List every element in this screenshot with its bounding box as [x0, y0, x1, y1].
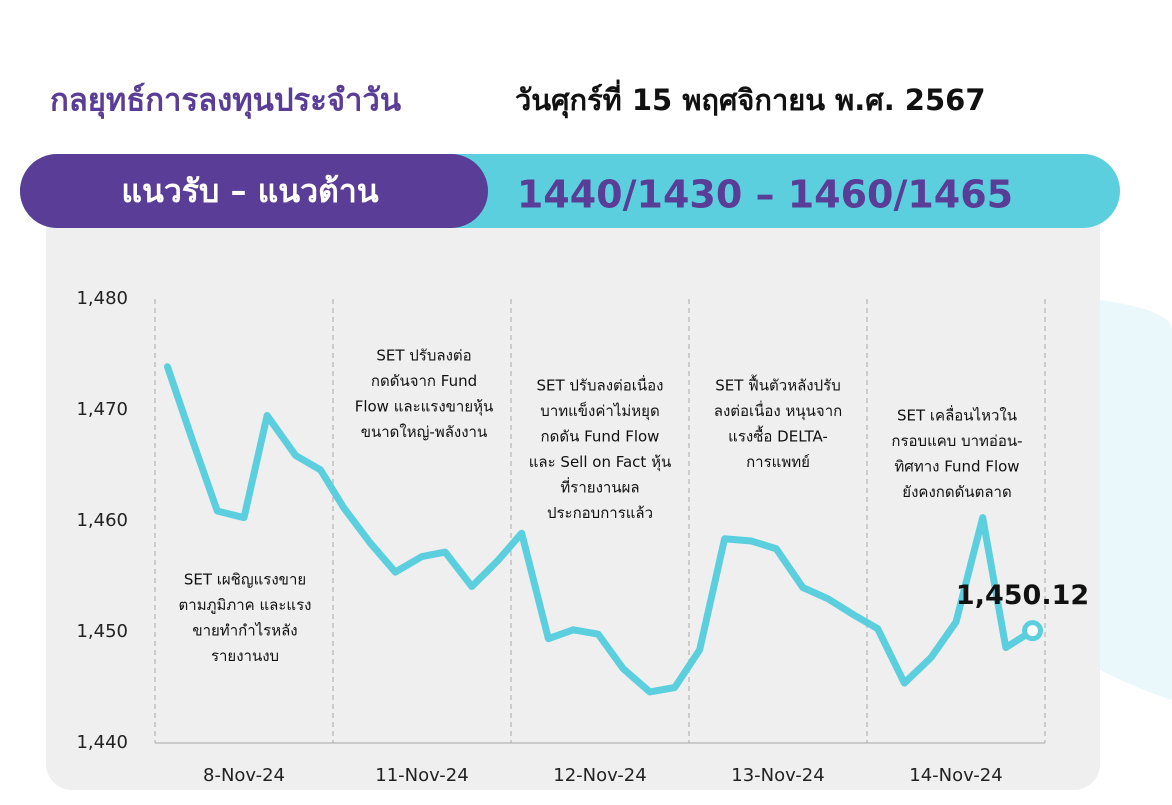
decor — [1100, 300, 1172, 700]
annotation: และ Sell on Fact หุ้น — [529, 453, 671, 472]
value-label: 1,450.12 — [956, 580, 1089, 611]
series-line — [163, 363, 1037, 696]
x-tick-label: 8-Nov-24 — [203, 765, 285, 786]
annotation: ที่รายงานผล — [560, 477, 639, 497]
panel — [46, 200, 1100, 790]
annotation: SET ฟื้นตัวหลังปรับ — [715, 375, 840, 395]
annotation: การแพทย์ — [746, 453, 810, 471]
x-tick-label: 13-Nov-24 — [731, 765, 824, 786]
annotation: กรอบแคบ บาทอ่อน- — [891, 432, 1022, 450]
annotation: SET ปรับลงต่อเนื่อง — [536, 375, 663, 395]
annotation: ทิศทาง Fund Flow — [894, 458, 1019, 476]
annotation: บาทแข็งค่าไม่หยุด — [540, 401, 659, 421]
annotation: SET ปรับลงต่อ — [376, 347, 471, 365]
annotation: รายงานงบ — [211, 647, 279, 665]
banner-label: แนวรับ – แนวต้าน — [121, 172, 378, 210]
annotation: กดดัน Fund Flow — [541, 428, 660, 446]
annotation: แรงซื้อ DELTA- — [728, 426, 828, 446]
y-tick-label: 1,480 — [76, 288, 128, 309]
x-tick-label: 12-Nov-24 — [553, 765, 646, 786]
annotation: กดดันจาก Fund — [371, 372, 477, 390]
date: วันศุกร์ที่ 15 พฤศจิกายน พ.ศ. 2567 — [515, 79, 986, 118]
annotation: ตามภูมิภาค และแรง — [179, 596, 312, 614]
annotation: ขายทำกำไรหลัง — [192, 622, 297, 640]
annotation: ขนาดใหญ่-พลังงาน — [361, 423, 487, 441]
annotation: SET เคลื่อนไหวใน — [897, 405, 1017, 425]
banner-label-bg — [20, 154, 488, 228]
annotation: ยังคงกดดันตลาด — [902, 483, 1011, 501]
y-tick-label: 1,450 — [76, 621, 128, 642]
y-tick-label: 1,440 — [76, 732, 128, 753]
annotation: ลงต่อเนื่อง หนุนจาก — [714, 400, 842, 421]
x-tick-label: 11-Nov-24 — [375, 765, 468, 786]
annotation: ประกอบการแล้ว — [547, 504, 653, 522]
x-tick-label: 14-Nov-24 — [909, 765, 1002, 786]
y-tick-label: 1,470 — [76, 399, 128, 420]
title: กลยุทธ์การลงทุนประจำวัน — [50, 83, 401, 120]
annotation: Flow และแรงขายหุ้น — [355, 398, 494, 417]
annotation: SET เผชิญแรงขาย — [184, 571, 306, 589]
banner-levels: 1440/1430 – 1460/1465 — [517, 173, 1013, 217]
y-tick-label: 1,460 — [76, 510, 128, 531]
end-marker — [1022, 620, 1044, 642]
